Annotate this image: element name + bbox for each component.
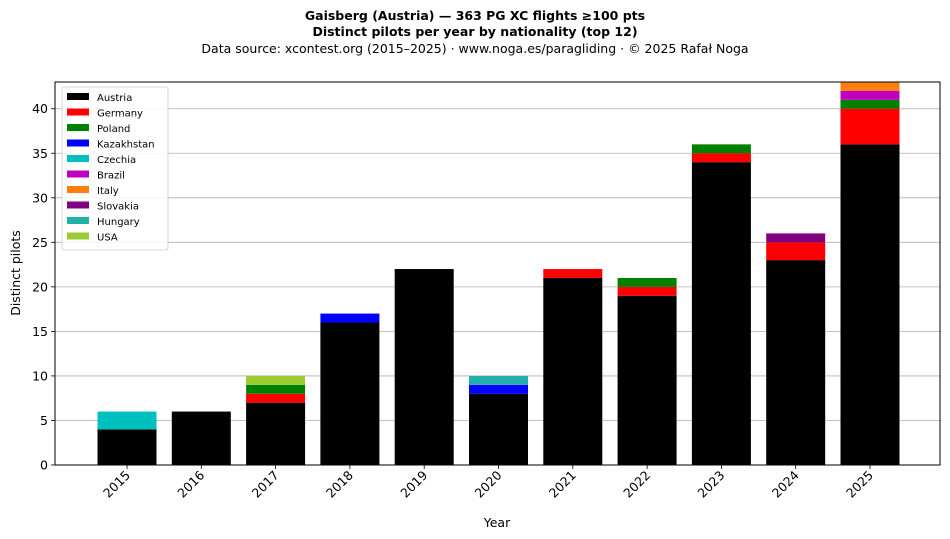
legend-label-austria: Austria	[97, 93, 132, 104]
bar-segment-kazakhstan-2020	[469, 384, 528, 394]
bar-segment-italy-2025	[840, 82, 900, 91]
legend-swatch-germany	[67, 108, 89, 116]
bar-segment-kazakhstan-2018	[320, 313, 380, 323]
bar-segment-austria-2019	[394, 269, 454, 465]
bar-segment-austria-2015	[97, 429, 157, 465]
y-tick-label: 25	[32, 235, 48, 250]
bar-segment-hungary-2020	[469, 375, 528, 385]
legend: Austria Germany Poland Kazakhstan Czechia Bra…	[61, 86, 169, 251]
bar-segment-germany-2024	[766, 242, 826, 261]
x-tick-label: 2018	[323, 467, 356, 500]
bar-segment-austria-2023	[691, 162, 751, 466]
legend-label-germany: Germany	[97, 109, 143, 120]
bars	[97, 82, 900, 466]
x-tick-label: 2017	[249, 468, 282, 501]
bar-segment-austria-2020	[469, 393, 528, 465]
bar-segment-germany-2022	[617, 286, 677, 296]
legend-swatch-kazakhstan	[67, 139, 89, 147]
x-tick-label: 2020	[472, 467, 505, 500]
x-tick-label: 2016	[174, 467, 207, 500]
bar-segment-germany-2025	[840, 108, 900, 145]
bar-segment-poland-2017	[246, 384, 306, 394]
legend-swatch-czechia	[67, 155, 89, 162]
x-tick-label: 2022	[620, 468, 653, 501]
x-tick-label: 2023	[694, 468, 727, 501]
legend-label-brazil: Brazil	[97, 171, 125, 182]
bar-segment-germany-2017	[246, 393, 306, 403]
legend-swatch-usa	[67, 232, 89, 240]
legend-label-usa: USA	[97, 233, 118, 244]
bar-segment-austria-2021	[543, 277, 603, 465]
bar-segment-austria-2025	[840, 144, 900, 466]
y-axis: 0 5 10 15 20 25 30 35 40	[32, 101, 55, 473]
y-tick-label: 15	[32, 324, 48, 339]
bar-segment-germany-2023	[691, 153, 751, 163]
bar-segment-austria-2016	[171, 411, 231, 465]
y-tick-label: 0	[40, 458, 48, 473]
legend-swatch-italy	[67, 186, 89, 193]
legend-label-slovakia: Slovakia	[97, 202, 139, 213]
bar-segment-germany-2021	[543, 269, 603, 278]
bar-segment-austria-2024	[766, 260, 826, 465]
x-tick-label: 2025	[843, 468, 876, 501]
y-axis-label: Distinct pilots	[8, 230, 23, 316]
legend-swatch-austria	[67, 93, 89, 100]
legend-swatch-hungary	[67, 217, 89, 224]
y-tick-label: 35	[32, 146, 48, 161]
y-tick-label: 40	[32, 101, 48, 116]
legend-label-poland: Poland	[97, 124, 130, 135]
plot-frame	[54, 81, 941, 466]
legend-label-hungary: Hungary	[97, 217, 140, 228]
y-tick-label: 10	[32, 368, 48, 383]
y-tick-label: 30	[32, 190, 48, 205]
bar-segment-poland-2023	[691, 144, 751, 154]
bar-segment-brazil-2025	[840, 90, 900, 100]
bar-segment-czechia-2015	[97, 411, 157, 430]
legend-label-italy: Italy	[97, 186, 119, 197]
y-tick-label: 5	[40, 413, 48, 428]
x-tick-label: 2024	[769, 467, 802, 500]
legend-swatch-poland	[67, 124, 89, 131]
legend-swatch-slovakia	[67, 201, 89, 209]
chart-source-line: Data source: xcontest.org (2015–2025) · …	[201, 41, 749, 56]
bar-segment-slovakia-2024	[766, 233, 826, 243]
x-axis: 2015 2016 2017 2018 2019 2020 2021 2022 2023 2024…	[100, 465, 876, 501]
chart-titles: Gaisberg (Austria) — 363 PG XC flights ≥…	[0, 8, 950, 57]
y-tick-label: 20	[32, 279, 48, 294]
bar-segment-usa-2017	[246, 375, 306, 385]
legend-label-kazakhstan: Kazakhstan	[97, 140, 155, 151]
bar-segment-austria-2018	[320, 322, 380, 465]
x-tick-label: 2019	[397, 467, 430, 500]
x-axis-label: Year	[483, 515, 511, 530]
legend-swatch-brazil	[67, 170, 89, 178]
bar-segment-austria-2017	[246, 402, 306, 465]
bar-segment-austria-2022	[617, 295, 677, 465]
legend-label-czechia: Czechia	[97, 155, 136, 166]
x-tick-label: 2015	[100, 468, 133, 501]
chart-title: Gaisberg (Austria) — 363 PG XC flights ≥…	[304, 8, 646, 23]
bar-segment-poland-2022	[617, 277, 677, 287]
bar-segment-poland-2025	[840, 99, 900, 109]
x-tick-label: 2021	[546, 468, 579, 501]
chart-subtitle: Distinct pilots per year by nationality …	[312, 24, 638, 39]
